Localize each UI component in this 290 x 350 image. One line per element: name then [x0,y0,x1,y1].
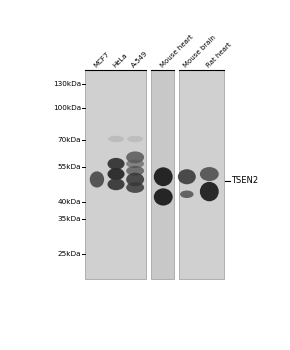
Ellipse shape [126,152,144,163]
Text: 25kDa: 25kDa [58,251,81,257]
Ellipse shape [200,182,219,201]
Text: 100kDa: 100kDa [53,105,81,111]
Text: Mouse brain: Mouse brain [183,34,217,69]
Text: TSEN2: TSEN2 [231,176,258,185]
Ellipse shape [90,172,104,188]
Ellipse shape [154,167,173,186]
Ellipse shape [126,182,144,193]
Bar [151,70,175,279]
Ellipse shape [154,188,173,205]
Text: Mouse heart: Mouse heart [159,34,194,69]
Text: 55kDa: 55kDa [58,164,81,170]
Ellipse shape [108,178,125,190]
Text: 35kDa: 35kDa [58,216,81,222]
Ellipse shape [180,190,194,198]
Text: A-549: A-549 [131,50,150,69]
Ellipse shape [108,168,125,180]
Ellipse shape [127,136,143,142]
Ellipse shape [108,158,125,170]
Bar [179,70,224,279]
Ellipse shape [126,173,144,186]
Ellipse shape [126,160,144,168]
Bar [85,70,146,279]
Text: 40kDa: 40kDa [58,199,81,205]
Ellipse shape [200,167,219,181]
Text: 70kDa: 70kDa [58,137,81,144]
Text: Rat heart: Rat heart [205,42,232,69]
Ellipse shape [178,169,196,184]
Text: 130kDa: 130kDa [53,81,81,87]
Ellipse shape [108,136,124,142]
Ellipse shape [126,166,144,176]
Text: MCF7: MCF7 [93,51,110,69]
Text: HeLa: HeLa [112,52,128,69]
